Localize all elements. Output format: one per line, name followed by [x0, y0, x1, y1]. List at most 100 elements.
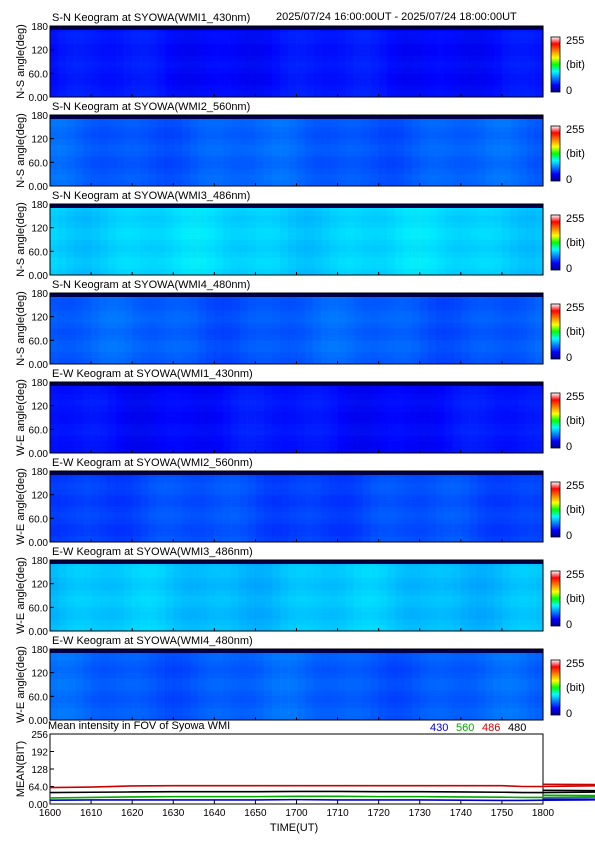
y-tick-label: 180	[31, 467, 48, 478]
colorbar-min-label: 0	[566, 85, 572, 97]
colorbar-max-label: 255	[566, 658, 584, 670]
y-tick-label: 256	[31, 730, 48, 741]
x-tick-label: 1750	[491, 808, 514, 819]
colorbar	[550, 36, 561, 93]
y-tick-label: 120	[31, 313, 48, 324]
legend-entry: 486	[482, 722, 500, 734]
x-tick-label: 1620	[121, 808, 144, 819]
keogram-image	[50, 115, 544, 187]
y-tick-label: 0.00	[29, 271, 49, 282]
x-tick-label: 1630	[162, 808, 185, 819]
y-tick-label: 60.0	[29, 425, 49, 436]
keogram-title: E-W Keogram at SYOWA(WMI4_480nm)	[52, 635, 253, 647]
colorbar-min-label: 0	[566, 263, 572, 275]
keogram-image	[50, 26, 544, 98]
keogram-title: S-N Keogram at SYOWA(WMI3_486nm)	[52, 190, 250, 202]
y-axis-label: W-E angle(deg)	[15, 557, 27, 634]
y-axis-label: N-S angle(deg)	[15, 24, 27, 99]
x-tick-label: 1610	[80, 808, 103, 819]
keogram-image	[50, 560, 544, 632]
colorbar-max-label: 255	[566, 569, 584, 581]
x-tick-label: 1730	[409, 808, 432, 819]
colorbar	[550, 125, 561, 182]
y-tick-label: 0.00	[29, 449, 49, 460]
y-tick-label: 60.0	[29, 336, 49, 347]
time-range-label: 2025/07/24 16:00:00UT - 2025/07/24 18:00…	[276, 11, 517, 23]
y-tick-label: 0.00	[29, 182, 49, 193]
colorbar-unit-label: (bit)	[566, 593, 585, 605]
colorbar	[550, 214, 561, 271]
keogram-title: E-W Keogram at SYOWA(WMI3_486nm)	[52, 546, 253, 558]
colorbar-max-label: 255	[566, 213, 584, 225]
y-tick-label: 180	[31, 200, 48, 211]
x-tick-label: 1600	[39, 808, 62, 819]
y-tick-label: 120	[31, 135, 48, 146]
y-tick-label: 0.00	[29, 93, 49, 104]
colorbar	[550, 481, 561, 538]
y-tick-label: 180	[31, 556, 48, 567]
colorbar-min-label: 0	[566, 441, 572, 453]
series-line-480	[49, 789, 595, 794]
series-line-430	[49, 798, 595, 802]
y-tick-label: 0.00	[29, 800, 49, 811]
y-tick-label: 0.00	[29, 538, 49, 549]
y-tick-label: 180	[31, 378, 48, 389]
colorbar	[550, 570, 561, 627]
y-tick-label: 0.00	[29, 716, 49, 727]
y-tick-label: 120	[31, 402, 48, 413]
y-axis-label: N-S angle(deg)	[15, 113, 27, 188]
x-tick-label: 1710	[326, 808, 349, 819]
y-tick-label: 60.0	[29, 514, 49, 525]
keogram-image	[50, 471, 544, 543]
legend-entry: 560	[456, 722, 474, 734]
y-tick-label: 180	[31, 645, 48, 656]
colorbar-unit-label: (bit)	[566, 148, 585, 160]
y-tick-label: 60.0	[29, 158, 49, 169]
y-tick-label: 120	[31, 580, 48, 591]
colorbar-max-label: 255	[566, 124, 584, 136]
y-axis-label: N-S angle(deg)	[15, 291, 27, 366]
line-chart-title: Mean intensity in FOV of Syowa WMI	[48, 720, 230, 732]
legend-entry: 430	[430, 722, 448, 734]
y-tick-label: 128	[31, 765, 48, 776]
colorbar-min-label: 0	[566, 619, 572, 631]
legend-entry: 480	[508, 722, 526, 734]
colorbar-unit-label: (bit)	[566, 504, 585, 516]
colorbar-min-label: 0	[566, 352, 572, 364]
y-tick-label: 180	[31, 22, 48, 33]
colorbar-unit-label: (bit)	[566, 59, 585, 71]
y-tick-label: 120	[31, 46, 48, 57]
y-tick-label: 60.0	[29, 692, 49, 703]
y-tick-label: 60.0	[29, 603, 49, 614]
colorbar-unit-label: (bit)	[566, 237, 585, 249]
keogram-image	[50, 293, 544, 365]
colorbar-min-label: 0	[566, 174, 572, 186]
keogram-title: E-W Keogram at SYOWA(WMI1_430nm)	[52, 368, 253, 380]
y-tick-label: 120	[31, 669, 48, 680]
y-tick-label: 120	[31, 491, 48, 502]
x-tick-label: 1640	[203, 808, 226, 819]
colorbar-unit-label: (bit)	[566, 326, 585, 338]
x-axis-label: TIME(UT)	[270, 822, 318, 834]
colorbar-min-label: 0	[566, 708, 572, 720]
keogram-title: S-N Keogram at SYOWA(WMI4_480nm)	[52, 279, 250, 291]
colorbar	[550, 392, 561, 449]
y-axis-label: MEAN(BIT)	[15, 741, 27, 797]
y-tick-label: 192	[31, 748, 48, 759]
colorbar-unit-label: (bit)	[566, 415, 585, 427]
series-line-560	[49, 794, 595, 799]
y-tick-label: 180	[31, 289, 48, 300]
keogram-title: S-N Keogram at SYOWA(WMI1_430nm)	[52, 12, 250, 24]
line-chart-frame	[49, 733, 544, 805]
colorbar-min-label: 0	[566, 530, 572, 542]
colorbar-max-label: 255	[566, 302, 584, 314]
colorbar	[550, 659, 561, 716]
colorbar	[550, 303, 561, 360]
colorbar-max-label: 255	[566, 391, 584, 403]
y-axis-label: N-S angle(deg)	[15, 202, 27, 277]
x-tick-label: 1740	[450, 808, 473, 819]
keogram-title: S-N Keogram at SYOWA(WMI2_560nm)	[52, 101, 250, 113]
keogram-image	[50, 382, 544, 454]
keogram-image	[50, 204, 544, 276]
